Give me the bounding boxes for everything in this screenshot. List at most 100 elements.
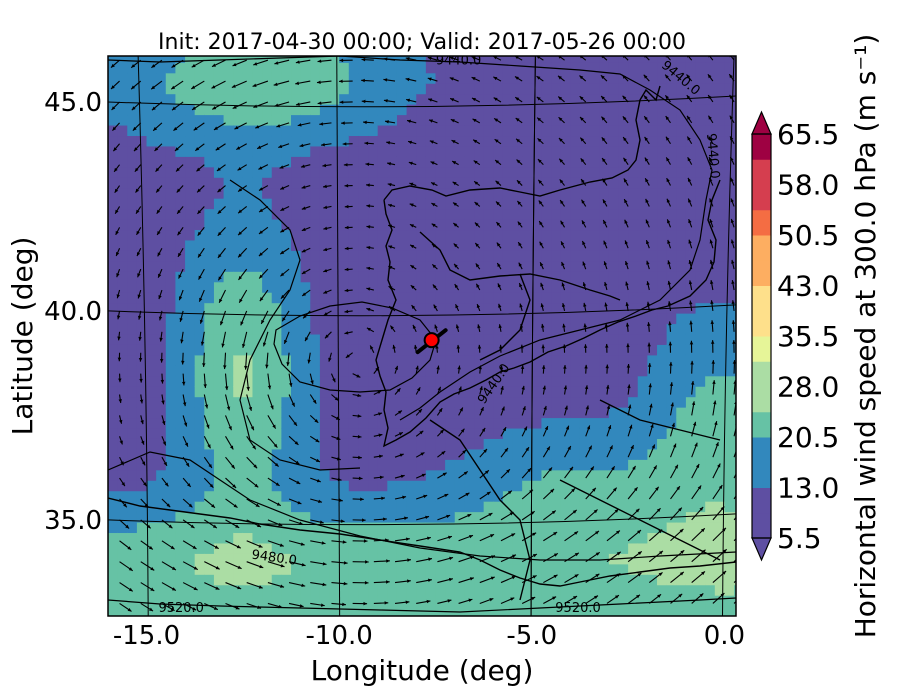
- shading-cell: [637, 281, 648, 293]
- wind-vector-head: [540, 262, 544, 267]
- shading-cell: [464, 104, 475, 116]
- shading-cell: [551, 83, 562, 95]
- shading-cell: [194, 574, 205, 586]
- shading-cell: [454, 532, 465, 544]
- shading-cell: [387, 563, 398, 575]
- shading-cell: [281, 511, 292, 523]
- wind-vector-head: [515, 118, 520, 122]
- shading-cell: [589, 124, 600, 137]
- shading-cell: [136, 595, 148, 607]
- shading-cell: [705, 124, 716, 137]
- shading-cell: [579, 521, 591, 534]
- shading-cell: [705, 292, 716, 304]
- shading-cell: [300, 553, 311, 565]
- shading-cell: [233, 83, 244, 95]
- shading-cell: [714, 292, 726, 304]
- shading-cell: [589, 407, 600, 419]
- shading-cell: [570, 271, 581, 283]
- shading-cell: [348, 313, 360, 325]
- shading-cell: [435, 104, 446, 116]
- shading-cell: [146, 177, 157, 189]
- wind-vector-head: [582, 261, 586, 266]
- shading-cell: [599, 511, 610, 523]
- shading-cell: [637, 532, 648, 544]
- shading-cell: [608, 469, 620, 481]
- shading-cell: [464, 323, 475, 335]
- shading-cell: [213, 302, 225, 314]
- shading-cell: [445, 511, 456, 523]
- shading-cell: [531, 56, 543, 63]
- wind-vector-head: [219, 298, 223, 303]
- shading-cell: [714, 323, 726, 335]
- shading-cell: [541, 135, 552, 147]
- shading-cell: [117, 532, 128, 544]
- shading-cell: [734, 595, 736, 607]
- wind-vector-head: [522, 406, 526, 411]
- shading-cell: [445, 62, 456, 74]
- shading-cell: [117, 271, 128, 283]
- shading-cell: [136, 542, 148, 554]
- shading-cell: [175, 417, 186, 429]
- shading-cell: [136, 490, 148, 502]
- shading-cell: [464, 166, 475, 178]
- shading-cell: [483, 281, 494, 293]
- shading-cell: [271, 375, 282, 387]
- shading-cell: [194, 469, 205, 481]
- shading-cell: [425, 584, 437, 596]
- shading-cell: [194, 438, 205, 450]
- wind-vector-head: [454, 263, 458, 268]
- shading-cell: [541, 574, 552, 586]
- shading-cell: [483, 302, 494, 314]
- shading-cell: [127, 532, 138, 544]
- shading-cell: [319, 344, 331, 356]
- shading-cell: [493, 83, 504, 95]
- wind-vector-head: [407, 119, 411, 124]
- shading-cell: [599, 145, 610, 157]
- shading-cell: [579, 93, 591, 105]
- shading-cell: [435, 511, 446, 523]
- shading-cell: [262, 208, 273, 220]
- shading-cell: [435, 584, 446, 596]
- shading-cell: [291, 480, 302, 492]
- shading-cell: [194, 542, 205, 554]
- shading-cell: [512, 480, 523, 492]
- shading-cell: [512, 271, 523, 283]
- shading-cell: [464, 62, 475, 74]
- wind-vector-head: [643, 74, 648, 79]
- shading-cell: [136, 135, 148, 147]
- shading-cell: [358, 333, 369, 345]
- shading-cell: [579, 354, 591, 366]
- shading-cell: [213, 135, 225, 147]
- shading-cell: [724, 480, 735, 492]
- shading-cell: [262, 417, 273, 429]
- shading-cell: [146, 135, 157, 147]
- shading-cell: [319, 218, 331, 231]
- shading-cell: [156, 553, 167, 565]
- wind-vector-head: [217, 210, 222, 214]
- shading-cell: [657, 365, 668, 377]
- shading-cell: [522, 438, 533, 450]
- shading-cell: [108, 302, 119, 314]
- wind-vector-head: [157, 252, 161, 257]
- shading-cell: [252, 511, 263, 523]
- wind-vector-head: [301, 563, 306, 567]
- wind-vector-head: [178, 252, 182, 257]
- shading-cell: [185, 313, 196, 325]
- wind-vector-head: [138, 358, 143, 362]
- shading-cell: [262, 124, 273, 137]
- wind-vector-head: [559, 158, 564, 163]
- wind-vector-head: [110, 85, 115, 90]
- shading-cell: [531, 469, 543, 481]
- wind-vector-head: [197, 210, 202, 214]
- shading-cell: [637, 177, 648, 189]
- shading-cell: [310, 448, 321, 460]
- shading-cell: [146, 166, 157, 178]
- shading-cell: [637, 187, 648, 199]
- shading-cell: [579, 511, 591, 523]
- shading-cell: [156, 574, 167, 586]
- shading-cell: [628, 521, 639, 534]
- shading-cell: [108, 281, 119, 293]
- wind-vector-head: [586, 425, 591, 430]
- shading-cell: [435, 177, 446, 189]
- wind-vector-head: [110, 63, 115, 68]
